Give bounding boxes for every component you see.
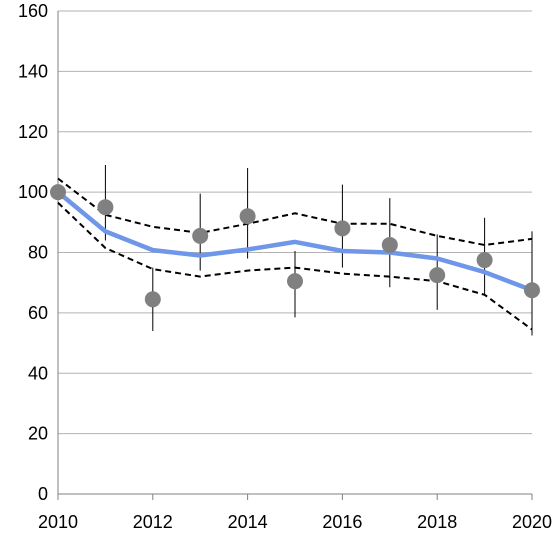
x-tick-label-2010: 2010 xyxy=(38,512,78,532)
y-tick-label-100: 100 xyxy=(18,182,48,202)
data-points xyxy=(50,184,540,308)
y-tick-label-80: 80 xyxy=(28,243,48,263)
y-tick-label-160: 160 xyxy=(18,1,48,21)
y-tick-label-40: 40 xyxy=(28,363,48,383)
y-tick-label-120: 120 xyxy=(18,122,48,142)
upper-bound-line xyxy=(57,177,533,247)
x-tick-label-2018: 2018 xyxy=(417,512,457,532)
data-point-2010 xyxy=(50,184,66,201)
y-tick-label-0: 0 xyxy=(38,484,48,504)
axes xyxy=(57,11,533,500)
data-point-2017 xyxy=(381,236,398,253)
data-point-2018 xyxy=(429,267,446,284)
data-point-2019 xyxy=(476,252,493,269)
y-tick-label-60: 60 xyxy=(28,303,48,323)
lower-bound-line xyxy=(57,201,533,331)
data-point-2012 xyxy=(144,291,161,308)
data-point-2011 xyxy=(97,199,114,216)
trend-line-path xyxy=(55,189,535,293)
confidence-band-lines xyxy=(57,177,533,331)
x-tick-labels: 2010 2012 2014 2016 2018 2020 xyxy=(38,512,552,532)
y-tick-label-20: 20 xyxy=(28,424,48,444)
error-bars xyxy=(104,164,533,336)
x-tick-label-2016: 2016 xyxy=(322,512,362,532)
x-tick-label-2014: 2014 xyxy=(228,512,268,532)
data-point-2013 xyxy=(192,227,209,244)
data-point-2020 xyxy=(524,282,540,299)
trend-line xyxy=(55,189,535,293)
y-tick-labels: 0 20 40 60 80 100 120 140 160 xyxy=(18,1,48,504)
y-tick-label-140: 140 xyxy=(18,61,48,81)
grid-lines xyxy=(58,10,532,435)
data-point-2016 xyxy=(334,220,351,237)
x-tick-label-2012: 2012 xyxy=(133,512,173,532)
data-point-2015 xyxy=(287,273,303,290)
data-point-2014 xyxy=(239,208,256,225)
x-tick-label-2020: 2020 xyxy=(512,512,552,532)
